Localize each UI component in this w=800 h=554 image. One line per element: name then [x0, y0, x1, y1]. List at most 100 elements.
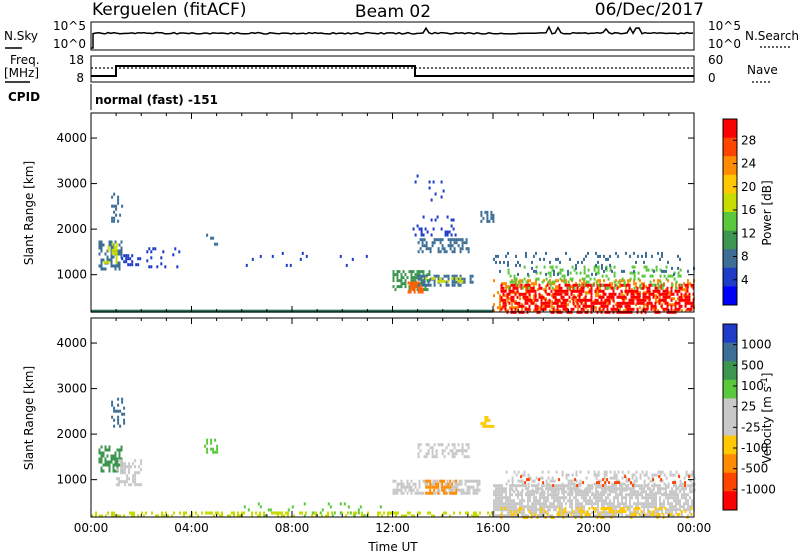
power-cell — [509, 297, 511, 301]
power-colorbar-swatch — [723, 174, 737, 194]
power-cell — [562, 295, 565, 299]
power-cell — [471, 309, 473, 313]
power-cell — [189, 309, 191, 313]
power-cell — [633, 282, 635, 286]
velocity-cell — [118, 480, 121, 484]
power-cell — [455, 238, 458, 242]
power-cell — [98, 243, 101, 247]
velocity-cell — [120, 457, 123, 461]
velocity-cell — [111, 511, 113, 515]
power-cell — [558, 283, 561, 287]
velocity-cell — [102, 454, 105, 458]
velocity-cell — [514, 510, 517, 513]
velocity-cell — [547, 484, 549, 488]
velocity-cell — [618, 481, 621, 485]
power-cell — [114, 264, 117, 268]
velocity-cell — [425, 479, 428, 483]
power-cell — [663, 269, 665, 273]
velocity-cell — [687, 493, 689, 497]
power-cell — [633, 269, 635, 273]
power-cell — [606, 298, 609, 302]
velocity-cell — [645, 473, 648, 477]
power-cell — [441, 279, 444, 283]
power-cell — [636, 307, 639, 311]
velocity-cell — [140, 462, 143, 466]
power-cell — [569, 277, 572, 281]
velocity-x-label: Time UT — [367, 540, 418, 554]
power-cell — [413, 281, 416, 285]
velocity-colorbar-swatch — [723, 324, 737, 344]
power-cell — [482, 216, 485, 220]
velocity-cell — [669, 496, 671, 500]
power-cell — [176, 265, 179, 269]
velocity-cell — [117, 409, 120, 413]
power-cell — [172, 253, 175, 257]
velocity-cell — [561, 482, 564, 486]
velocity-cell — [565, 496, 567, 500]
power-cell — [400, 282, 403, 286]
velocity-cell — [537, 514, 539, 518]
power-cell — [269, 309, 271, 313]
velocity-cell — [507, 514, 509, 518]
power-cell — [678, 283, 681, 287]
power-cell — [123, 260, 126, 264]
power-cell — [628, 289, 631, 293]
power-cell — [533, 282, 535, 286]
velocity-cell — [400, 479, 403, 483]
power-cell — [434, 192, 437, 196]
velocity-cell — [136, 483, 139, 487]
power-cell — [427, 280, 430, 284]
velocity-y-tick-label: 1000 — [56, 473, 87, 487]
power-cell — [554, 298, 557, 302]
power-cell — [559, 277, 562, 281]
velocity-cell — [665, 485, 668, 489]
velocity-cell — [678, 513, 681, 516]
velocity-cell — [511, 493, 513, 497]
power-cell — [331, 309, 333, 313]
velocity-cell — [549, 485, 552, 489]
power-cell — [605, 286, 608, 290]
velocity-cell — [476, 488, 479, 492]
power-cell — [555, 257, 557, 261]
power-cell — [671, 303, 673, 307]
power-cell — [217, 309, 219, 313]
power-cell — [542, 295, 545, 299]
velocity-cell — [671, 505, 673, 509]
power-cell — [481, 309, 483, 313]
power-cell — [512, 298, 515, 302]
power-cell — [223, 309, 225, 313]
power-cell — [497, 254, 499, 258]
velocity-cell — [434, 491, 437, 495]
power-cell — [532, 286, 535, 290]
velocity-x-tick-label: 16:00 — [476, 521, 511, 535]
velocity-cell — [545, 499, 547, 503]
velocity-cell — [601, 493, 603, 497]
velocity-cell — [423, 455, 426, 459]
velocity-cell — [104, 445, 107, 449]
power-cell — [465, 238, 468, 242]
velocity-cell — [545, 485, 548, 489]
velocity-cell — [134, 474, 137, 478]
power-cell — [570, 307, 573, 311]
velocity-cell — [537, 502, 539, 506]
velocity-cell — [601, 487, 603, 491]
station-title: Kerguelen (fitACF) — [92, 0, 246, 20]
velocity-cell — [567, 484, 569, 488]
power-cell — [534, 295, 537, 299]
power-cell — [407, 309, 409, 313]
power-cell — [597, 254, 599, 258]
velocity-cell — [501, 487, 503, 491]
power-cell — [403, 309, 405, 313]
velocity-cell — [623, 505, 625, 509]
velocity-cell — [519, 491, 522, 495]
power-cell — [638, 295, 641, 299]
power-cell — [601, 283, 604, 287]
power-cell — [493, 294, 495, 298]
power-cell — [411, 309, 413, 313]
velocity-cell — [275, 511, 277, 515]
velocity-cell — [555, 490, 557, 494]
velocity-cell — [624, 475, 627, 479]
power-cell — [528, 307, 531, 311]
velocity-cell — [357, 511, 360, 515]
